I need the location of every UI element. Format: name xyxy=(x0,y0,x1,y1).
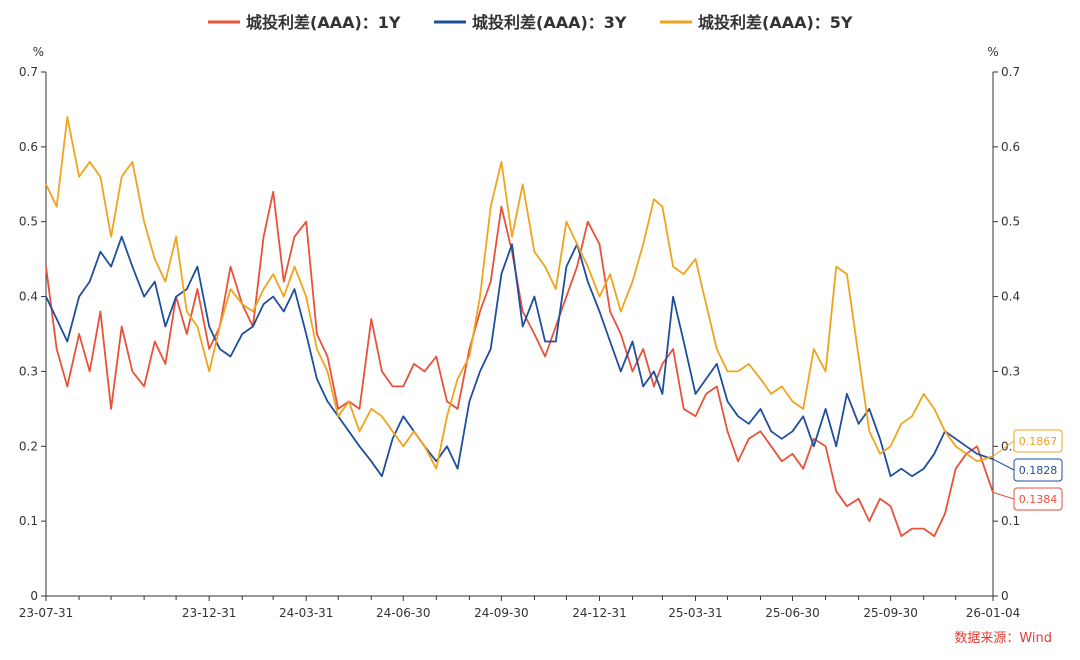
end-label-leader-2 xyxy=(992,458,1015,471)
y-tick-label-left: 0.6 xyxy=(19,140,38,154)
y-tick-label-left: 0.2 xyxy=(19,439,38,453)
x-tick-label: 25-03-31 xyxy=(668,606,722,620)
end-label-box-3 xyxy=(1013,429,1063,453)
y-tick-label-left: 0.5 xyxy=(19,215,38,229)
end-label-box-1 xyxy=(1013,487,1063,511)
x-tick-label: 25-06-30 xyxy=(765,606,819,620)
chart-legend: 城投利差(AAA)：1Y 城投利差(AAA)：3Y 城投利差(AAA)：5Y xyxy=(208,13,853,32)
y-tick-label-right: 0.6 xyxy=(1001,140,1020,154)
end-value-label-1: 0.1384 xyxy=(1019,493,1058,506)
end-value-label-2: 0.1828 xyxy=(1019,464,1058,477)
y-tick-label-right: 0.5 xyxy=(1001,215,1020,229)
series-line-1 xyxy=(45,190,994,537)
x-tick-label: 25-09-30 xyxy=(863,606,917,620)
y-tick-label-right: 0 xyxy=(1001,589,1009,603)
end-label-leader-3 xyxy=(992,440,1015,457)
series-line-3 xyxy=(45,116,994,470)
x-tick-label: 23-07-31 xyxy=(19,606,73,620)
legend-label-1: 城投利差(AAA)：1Y xyxy=(246,13,401,32)
x-tick-label: 24-09-30 xyxy=(474,606,528,620)
x-tick-label: 24-12-31 xyxy=(572,606,626,620)
series-layer xyxy=(45,116,994,537)
y-axis-unit-left: % xyxy=(33,45,44,59)
end-value-label-3: 0.1867 xyxy=(1019,435,1058,448)
y-tick-label-left: 0.7 xyxy=(19,65,38,79)
x-tick-label: 24-06-30 xyxy=(376,606,430,620)
end-value-labels: 0.1384 0.1828 0.1867 xyxy=(992,429,1063,511)
y-tick-label-left: 0 xyxy=(30,589,38,603)
y-tick-label-left: 0.1 xyxy=(19,514,38,528)
x-tick-label: 26-01-04 xyxy=(966,606,1020,620)
y-tick-label-right: 0.4 xyxy=(1001,290,1020,304)
y-tick-label-left: 0.4 xyxy=(19,290,38,304)
end-label-leader-1 xyxy=(992,491,1015,500)
y-axis-unit-right: % xyxy=(987,45,998,59)
y-tick-label-right: 0.7 xyxy=(1001,65,1020,79)
legend-label-3: 城投利差(AAA)：5Y xyxy=(698,13,853,32)
x-tick-label: 23-12-31 xyxy=(182,606,236,620)
x-tick-label: 24-03-31 xyxy=(279,606,333,620)
end-label-box-2 xyxy=(1013,458,1063,482)
source-note: 数据来源：Wind xyxy=(954,631,1052,646)
series-line-2 xyxy=(45,235,994,478)
legend-label-2: 城投利差(AAA)：3Y xyxy=(472,13,627,32)
chart-axes: % %0 00.1 0.10.2 0.20.3 0.30.4 0.40.5 0.50.6 0.6… xyxy=(19,45,1020,620)
y-tick-label-right: 0.3 xyxy=(1001,364,1020,378)
y-tick-label-right: 0.1 xyxy=(1001,514,1020,528)
y-tick-label-left: 0.3 xyxy=(19,364,38,378)
